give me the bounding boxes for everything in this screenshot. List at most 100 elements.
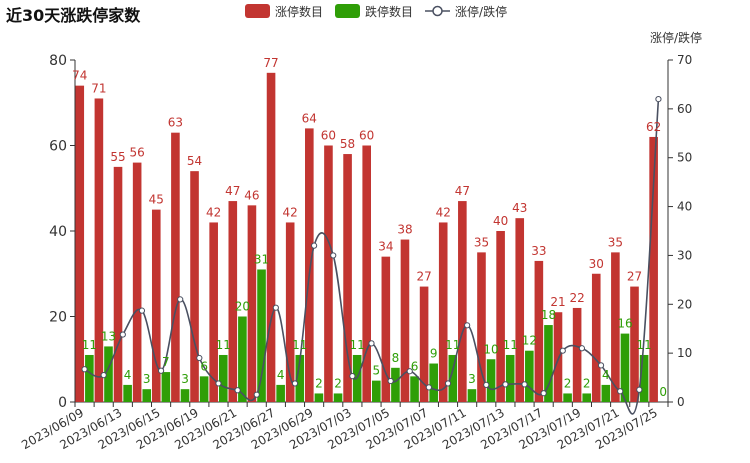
bar-up <box>151 209 161 402</box>
ratio-point <box>272 304 279 311</box>
data-label-down: 20 <box>235 300 250 314</box>
bar-down <box>333 393 343 402</box>
ratio-point <box>368 340 375 347</box>
data-label-down: 6 <box>200 359 208 373</box>
ratio-point <box>597 362 605 369</box>
bar-up <box>611 252 620 402</box>
bar-up <box>496 231 505 402</box>
bar-down <box>467 389 477 402</box>
data-label-up: 35 <box>608 235 623 249</box>
bar-up <box>649 136 658 402</box>
data-label-down: 11 <box>292 338 307 352</box>
data-label-down: 13 <box>101 329 116 343</box>
data-label-down: 31 <box>254 252 269 266</box>
y-right-tick-label: 10 <box>677 346 692 360</box>
data-label-up: 38 <box>397 223 412 237</box>
ratio-point <box>215 380 222 387</box>
ratio-point <box>157 367 165 374</box>
data-label-down: 11 <box>216 338 231 352</box>
legend-item-up[interactable]: 涨停数目 <box>245 3 323 20</box>
bar-down <box>620 333 630 402</box>
bar-down <box>448 354 458 402</box>
bar-up <box>132 162 142 402</box>
data-label-up: 42 <box>436 205 451 219</box>
bar-down <box>161 372 171 402</box>
legend-label-ratio: 涨停/跌停 <box>455 4 508 19</box>
data-label-down: 2 <box>564 376 572 390</box>
data-label-down: 0 <box>659 385 667 399</box>
data-label-up: 21 <box>550 295 565 309</box>
data-label-up: 60 <box>321 129 336 143</box>
bar-up <box>75 85 85 403</box>
data-label-up: 22 <box>569 291 584 305</box>
y-left-tick-label: 0 <box>58 395 67 411</box>
legend: 涨停数目 跌停数目 涨停/跌停 <box>245 3 519 19</box>
bar-down <box>544 325 553 402</box>
legend-item-ratio[interactable]: 涨停/跌停 <box>425 3 507 20</box>
ratio-point <box>406 368 413 375</box>
bar-up <box>228 201 238 402</box>
bar-down <box>199 376 209 402</box>
ratio-point <box>81 366 88 373</box>
y-left-tick-label: 20 <box>49 310 67 326</box>
y-right-tick-label: 60 <box>677 102 692 116</box>
bar-down <box>180 389 190 402</box>
data-label-down: 8 <box>392 351 400 365</box>
data-label-up: 45 <box>149 193 164 207</box>
data-label-up: 74 <box>72 69 87 83</box>
data-label-up: 47 <box>225 184 240 198</box>
data-label-up: 77 <box>263 56 278 70</box>
ratio-point <box>349 373 356 380</box>
data-label-down: 11 <box>445 338 460 352</box>
bars-layer <box>75 72 658 403</box>
data-label-down: 11 <box>82 338 97 352</box>
ratio-point <box>177 296 184 303</box>
ratio-point <box>138 307 146 314</box>
bar-up <box>458 201 467 402</box>
ratio-point <box>502 381 509 388</box>
y-left-tick-label: 80 <box>49 53 67 69</box>
ratio-point <box>253 391 260 398</box>
bar-up <box>591 273 601 402</box>
bar-down <box>505 354 515 402</box>
bar-down <box>582 393 592 402</box>
data-label-up: 40 <box>493 214 508 228</box>
data-label-down: 3 <box>468 372 476 386</box>
y-right-tick-label: 70 <box>677 53 692 67</box>
data-label-down: 12 <box>522 334 537 348</box>
data-label-down: 2 <box>583 376 591 390</box>
bar-up <box>438 222 448 402</box>
bar-up <box>572 307 582 402</box>
ratio-point <box>444 380 452 387</box>
data-label-down: 4 <box>124 368 132 382</box>
data-label-up: 62 <box>646 120 661 134</box>
ratio-point <box>311 242 318 249</box>
bar-up <box>113 166 123 402</box>
legend-item-down[interactable]: 跌停数目 <box>335 3 413 20</box>
data-label-up: 42 <box>206 205 221 219</box>
legend-label-down: 跌停数目 <box>365 4 414 19</box>
chart-title: 近30天涨跌停家数 <box>6 6 141 25</box>
data-label-up: 34 <box>378 240 393 254</box>
bar-down <box>85 354 94 402</box>
data-label-down: 11 <box>503 338 518 352</box>
bar-down <box>486 359 496 402</box>
bar-down <box>429 363 438 402</box>
ratio-point <box>196 354 203 362</box>
data-labels-layer: 7411711355456345763354642114720463177442… <box>72 56 667 399</box>
bar-up <box>209 222 218 402</box>
bar-down <box>314 393 324 402</box>
ratio-point <box>387 377 394 385</box>
ratio-point <box>540 390 547 397</box>
y-left-tick-label: 60 <box>49 139 67 155</box>
bar-down <box>257 269 266 402</box>
bar-up <box>171 132 180 403</box>
ratio-point <box>483 381 490 388</box>
data-label-down: 11 <box>350 338 365 352</box>
bar-down <box>218 354 228 402</box>
bar-up <box>630 286 639 402</box>
data-label-down: 6 <box>411 359 419 373</box>
bar-down <box>104 346 113 402</box>
legend-label-up: 涨停数目 <box>275 4 324 19</box>
ratio-point <box>330 252 337 259</box>
